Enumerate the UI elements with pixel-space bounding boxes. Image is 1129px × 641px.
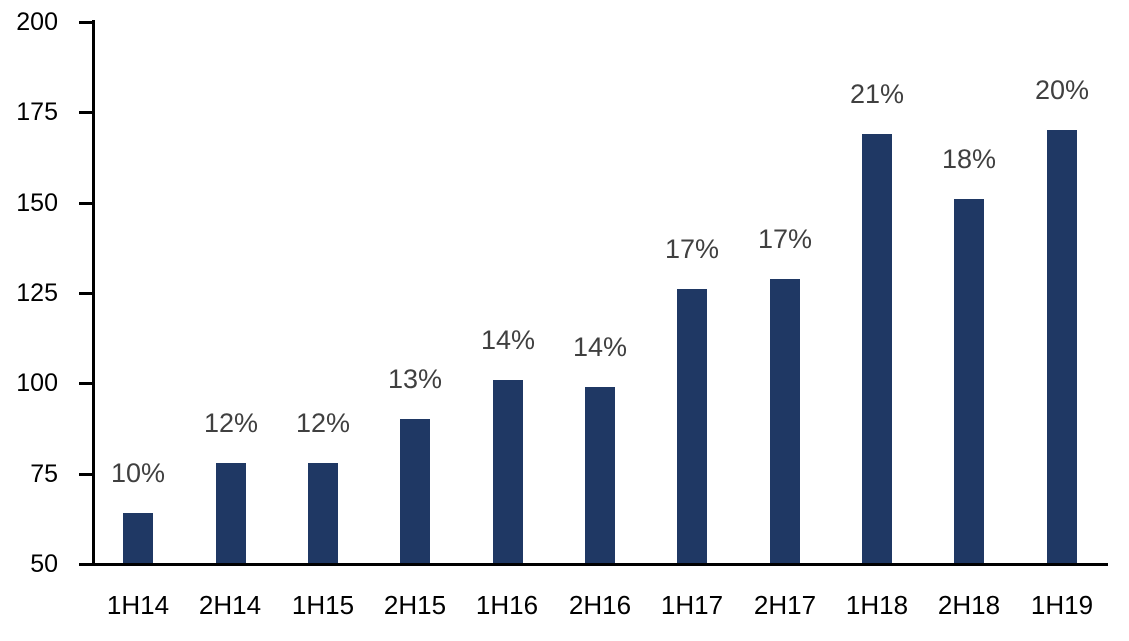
y-tick-label: 200 [16, 8, 58, 36]
bar-value-label: 18% [941, 144, 997, 174]
bar [216, 463, 246, 564]
bar [954, 199, 984, 564]
bar [677, 289, 707, 564]
x-tick-label: 1H18 [845, 590, 909, 620]
x-axis-line [79, 563, 1108, 566]
x-tick-label: 1H17 [660, 590, 724, 620]
x-tick-label: 2H17 [753, 590, 817, 620]
x-tick-label: 1H14 [106, 590, 170, 620]
y-tick-mark [79, 292, 92, 295]
bar [862, 134, 892, 564]
bar-value-label: 10% [110, 458, 166, 488]
bar [308, 463, 338, 564]
bar-value-label: 14% [480, 325, 536, 355]
y-tick-mark [79, 21, 92, 24]
bar-value-label: 13% [387, 364, 443, 394]
bar-value-label: 14% [572, 332, 628, 362]
x-tick-label: 2H16 [568, 590, 632, 620]
bar [1047, 130, 1077, 564]
bar [400, 419, 430, 564]
y-tick-mark [79, 382, 92, 386]
bar [770, 279, 800, 564]
y-tick-mark [79, 201, 92, 205]
bar [123, 513, 153, 564]
y-tick-label: 175 [16, 98, 58, 127]
bar-value-label: 12% [295, 408, 351, 438]
y-tick-label: 100 [16, 369, 58, 398]
y-tick-label: 75 [30, 459, 58, 488]
x-tick-label: 1H15 [291, 590, 355, 620]
y-tick-label: 150 [16, 188, 58, 217]
x-tick-label: 1H19 [1030, 590, 1094, 620]
bar-value-label: 17% [664, 234, 720, 264]
x-tick-label: 2H15 [383, 590, 447, 620]
bar-value-label: 21% [849, 79, 905, 109]
y-tick-mark [79, 472, 92, 476]
x-tick-label: 1H16 [475, 590, 539, 620]
y-tick-mark [79, 111, 92, 115]
bar-value-label: 20% [1034, 75, 1090, 105]
bar [585, 387, 615, 564]
y-tick-label: 125 [16, 279, 58, 307]
bar-value-label: 12% [203, 408, 259, 438]
y-axis-line [92, 20, 95, 565]
bar [493, 380, 523, 564]
x-tick-label: 2H18 [937, 590, 1001, 620]
bar-value-label: 17% [757, 224, 813, 254]
y-tick-label: 50 [30, 550, 58, 578]
x-tick-label: 2H14 [198, 590, 262, 620]
